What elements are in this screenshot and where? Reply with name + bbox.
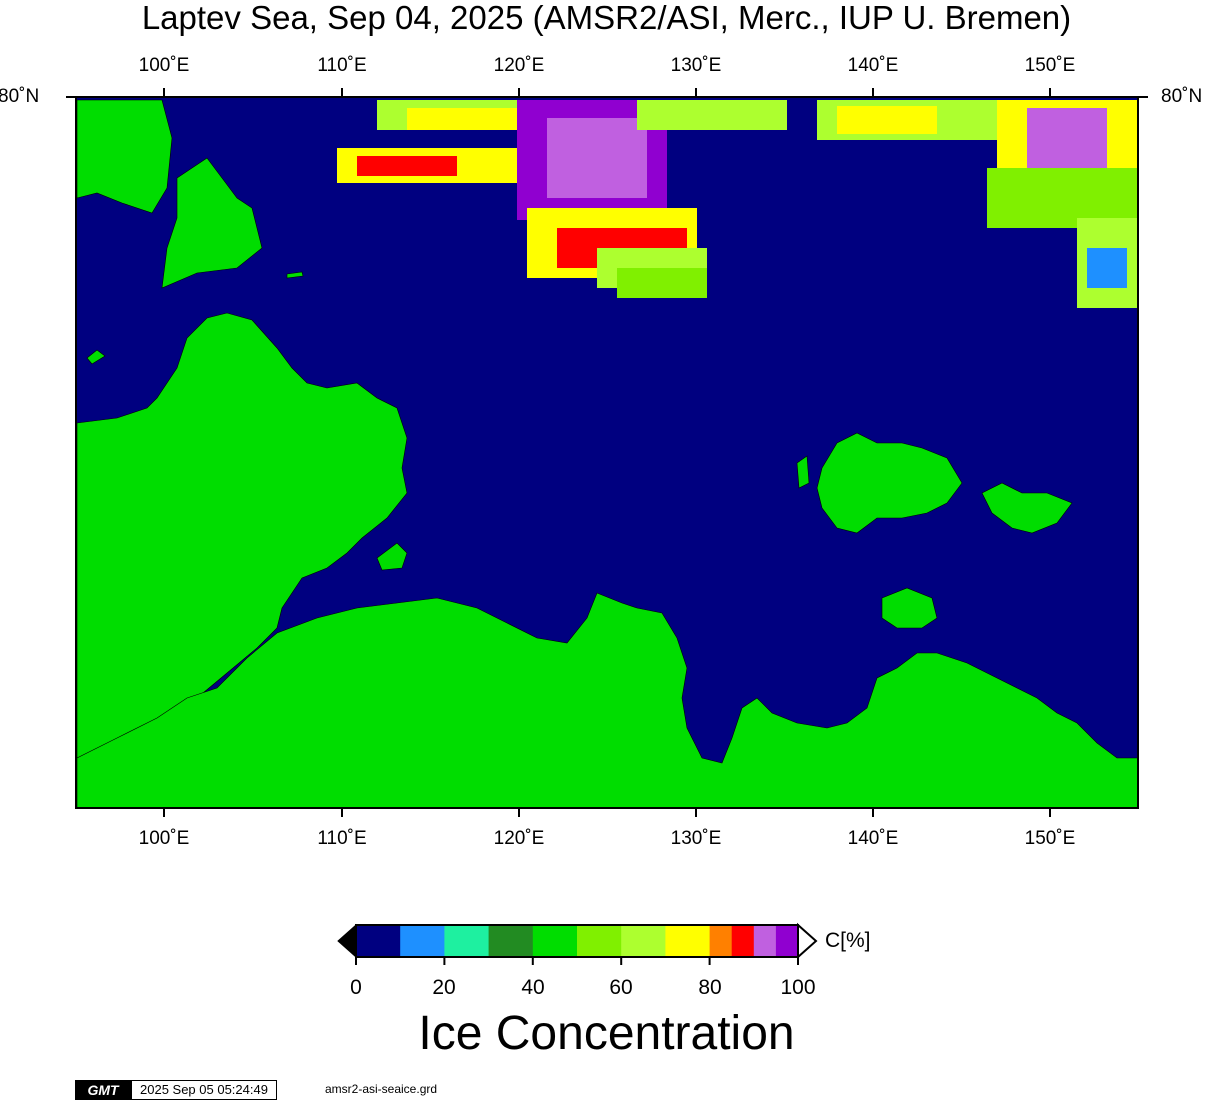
colorbar-bin-0 [356,925,401,957]
colorbar-tick-0: 0 [350,976,362,999]
colorbar-bin-2 [444,925,490,957]
lon-tick-top-110: 110˚E [317,55,367,76]
lon-tick-bottom-150: 150˚E [1024,828,1076,849]
lon-tick-bottom-100: 100˚E [138,828,190,849]
lon-tick-bottom-110: 110˚E [317,828,367,849]
colorbar-tick-40: 40 [521,976,545,999]
colorbar-tick-20: 20 [432,976,456,999]
sea-ice-map [75,96,1139,809]
colorbar-bin-5 [577,925,622,957]
lon-tick-top-120: 120˚E [493,55,545,76]
colorbar-bin-9 [731,925,755,957]
colorbar-tick-80: 80 [698,976,722,999]
colorbar-bin-10 [753,925,777,957]
timestamp-stamp: 2025 Sep 05 05:24:49 [131,1080,277,1100]
map-title: Laptev Sea, Sep 04, 2025 (AMSR2/ASI, Mer… [141,0,1072,36]
ice-patches [337,100,1137,308]
colorbar-low-arrow [337,923,357,959]
lon-tick-bottom-130: 130˚E [670,828,722,849]
lon-tick-top-150: 150˚E [1024,55,1076,76]
colorbar-bin-1 [400,925,445,957]
colorbar [337,922,818,965]
lat-tick-left: 80˚N [0,86,40,107]
colorbar-bin-3 [488,925,534,957]
colorbar-bin-4 [532,925,578,957]
lon-tick-top-100: 100˚E [138,55,190,76]
colorbar-title: Ice Concentration [418,1007,795,1060]
lon-tick-bottom-120: 120˚E [493,828,545,849]
colorbar-high-arrow [797,922,818,960]
lon-tick-top-130: 130˚E [670,55,722,76]
grid-filename: amsr2-asi-seaice.grd [325,1082,438,1096]
frame-ticks [66,88,1148,817]
gmt-logo: GMT [75,1080,131,1100]
lat-tick-right: 80˚N [1161,86,1203,107]
colorbar-bin-7 [665,925,711,957]
lon-tick-bottom-140: 140˚E [847,828,899,849]
land-masses [77,99,1137,807]
colorbar-tick-60: 60 [609,976,633,999]
colorbar-bin-6 [621,925,666,957]
colorbar-unit-label: C[%] [825,929,871,952]
lon-tick-top-140: 140˚E [847,55,899,76]
colorbar-bin-8 [709,925,733,957]
colorbar-bin-11 [775,925,799,957]
colorbar-tick-100: 100 [780,976,816,999]
